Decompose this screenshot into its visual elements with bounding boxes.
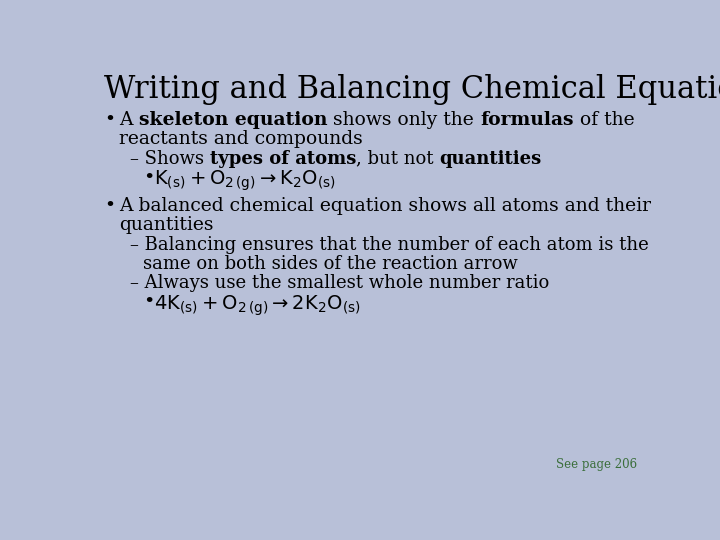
Text: $\mathrm{4K_{(s)} + O_{2\,(g)} \rightarrow 2K_2O_{(s)}}$: $\mathrm{4K_{(s)} + O_{2\,(g)} \rightarr…: [153, 294, 360, 318]
Text: same on both sides of the reaction arrow: same on both sides of the reaction arrow: [143, 255, 518, 273]
Text: Writing and Balancing Chemical Equations: Writing and Balancing Chemical Equations: [104, 74, 720, 105]
Text: •: •: [143, 168, 154, 187]
Text: quantities: quantities: [440, 150, 542, 167]
Text: A: A: [120, 111, 139, 129]
Text: of the: of the: [574, 111, 634, 129]
Text: shows only the: shows only the: [328, 111, 480, 129]
Text: , but not: , but not: [356, 150, 440, 167]
Text: $\mathrm{K_{(s)} + O_{2\,(g)} \rightarrow K_2O_{(s)}}$: $\mathrm{K_{(s)} + O_{2\,(g)} \rightarro…: [153, 168, 336, 193]
Text: •: •: [143, 294, 154, 312]
Text: •: •: [104, 111, 115, 129]
Text: – Always use the smallest whole number ratio: – Always use the smallest whole number r…: [130, 274, 549, 292]
Text: – Shows: – Shows: [130, 150, 210, 167]
Text: See page 206: See page 206: [556, 458, 637, 471]
Text: •: •: [104, 197, 115, 215]
Text: types of atoms: types of atoms: [210, 150, 356, 167]
Text: formulas: formulas: [480, 111, 574, 129]
Text: A balanced chemical equation shows all atoms and their: A balanced chemical equation shows all a…: [120, 197, 652, 215]
Text: skeleton equation: skeleton equation: [139, 111, 328, 129]
Text: reactants and compounds: reactants and compounds: [120, 130, 363, 148]
Text: – Balancing ensures that the number of each atom is the: – Balancing ensures that the number of e…: [130, 236, 649, 254]
Text: quantities: quantities: [120, 217, 214, 234]
